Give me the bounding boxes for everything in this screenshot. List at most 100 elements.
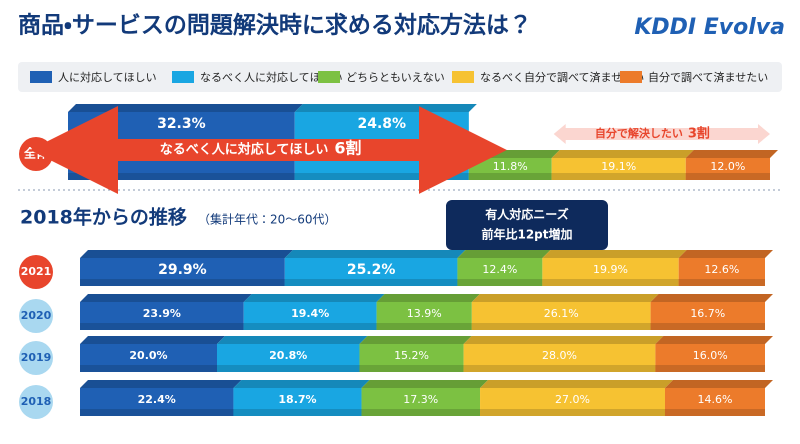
legend-swatch [452, 71, 474, 83]
annotation-text: なるべく人に対応してほしい [160, 142, 329, 158]
bar-top [650, 294, 773, 302]
bar-shade [80, 323, 244, 330]
callout-text: 有人対応ニーズ [485, 207, 568, 222]
bar-shade [361, 409, 481, 416]
legend-label: どちらともいえない [346, 71, 445, 84]
bar-top [471, 294, 659, 302]
bar-top [294, 104, 477, 112]
section-title: 2018年からの推移 [20, 206, 187, 229]
bar-top [80, 336, 225, 344]
bar-shade [80, 409, 234, 416]
value-label: 32.3% [157, 116, 206, 132]
bar-top [68, 104, 303, 112]
bar-shade [80, 279, 285, 286]
legend-box [18, 62, 782, 92]
bar-top [80, 380, 242, 388]
value-label: 11.8% [493, 160, 528, 173]
value-label: 27.0% [555, 393, 590, 406]
bar-top [678, 250, 773, 258]
bar-top [233, 380, 370, 388]
category-label: 2020 [21, 309, 52, 322]
bar-shade [217, 365, 360, 372]
bar-top [457, 250, 551, 258]
category-label: 2019 [21, 351, 52, 364]
callout-text: 前年比12pt増加 [481, 227, 572, 242]
bar-shade [542, 279, 679, 286]
value-label: 28.0% [542, 349, 577, 362]
value-label: 20.8% [269, 349, 307, 362]
legend-swatch [620, 71, 642, 83]
category-label: 2018 [21, 395, 52, 408]
bar-shade [664, 409, 765, 416]
value-label: 26.1% [544, 307, 579, 320]
annotation-share: 6割 [334, 139, 361, 158]
category-badge [19, 299, 53, 333]
bar-shade [650, 323, 765, 330]
bar-top [361, 380, 489, 388]
value-label: 19.4% [291, 307, 329, 320]
value-label: 22.4% [138, 393, 176, 406]
value-label: 19.9% [593, 263, 628, 276]
bar-top [463, 336, 664, 344]
value-label: 20.0% [129, 349, 167, 362]
bar-shade [471, 323, 651, 330]
bar-top [480, 380, 673, 388]
bar-top [359, 336, 472, 344]
annotation-arrow-self [553, 124, 770, 144]
bar-shade [243, 323, 377, 330]
callout-box [446, 200, 608, 262]
bar-shade [551, 173, 686, 180]
value-label: 17.3% [403, 393, 438, 406]
bar-shade [468, 173, 552, 180]
value-label: 13.9% [407, 307, 442, 320]
value-label: 16.7% [690, 307, 725, 320]
value-label: 19.1% [601, 160, 636, 173]
bar-top [655, 336, 773, 344]
bar-top [80, 250, 293, 258]
bar-shade [294, 173, 469, 180]
bar-top [217, 336, 368, 344]
bar-shade [457, 279, 543, 286]
value-label: 16.0% [693, 349, 728, 362]
bar-shade [68, 173, 295, 180]
legend-label: なるべく自分で調べて済ませたい [480, 71, 644, 84]
category-badge [19, 255, 53, 289]
category-label: 全体 [24, 146, 49, 161]
annotation-text: 自分で解決したい [595, 126, 683, 140]
bar-top [468, 150, 560, 158]
legend-label: 人に対応してほしい [58, 71, 157, 84]
bar-shade [655, 365, 765, 372]
bar-top [376, 294, 480, 302]
value-label: 12.4% [482, 263, 517, 276]
category-badge [19, 341, 53, 375]
value-label: 24.8% [358, 116, 407, 132]
legend-swatch [30, 71, 52, 83]
value-label: 12.6% [704, 263, 739, 276]
value-label: 12.0% [710, 160, 745, 173]
legend-label: 自分で調べて済ませたい [648, 71, 768, 84]
legend-swatch [318, 71, 340, 83]
bar-shade [233, 409, 362, 416]
value-label: 18.7% [278, 393, 316, 406]
bar-shade [685, 173, 770, 180]
bar-top [80, 294, 252, 302]
bar-top [284, 250, 466, 258]
bar-top [664, 380, 773, 388]
category-label: 2021 [21, 265, 52, 278]
bar-shade [376, 323, 472, 330]
legend-swatch [172, 71, 194, 83]
callout: 有人対応ニーズ 前年比12pt増加 [446, 200, 608, 262]
value-label: 23.9% [143, 307, 181, 320]
value-label: 14.6% [698, 393, 733, 406]
legend-label: なるべく人に対応してほしい [200, 71, 343, 84]
bar-top [542, 250, 687, 258]
bar-top [685, 150, 778, 158]
bar-shade [463, 365, 656, 372]
bar-shade [480, 409, 665, 416]
category-badge [19, 385, 53, 419]
bar-top [243, 294, 385, 302]
annotation-share: 3割 [688, 126, 710, 142]
logo: KDDI Evolva [634, 15, 785, 40]
bar-shade [80, 365, 217, 372]
